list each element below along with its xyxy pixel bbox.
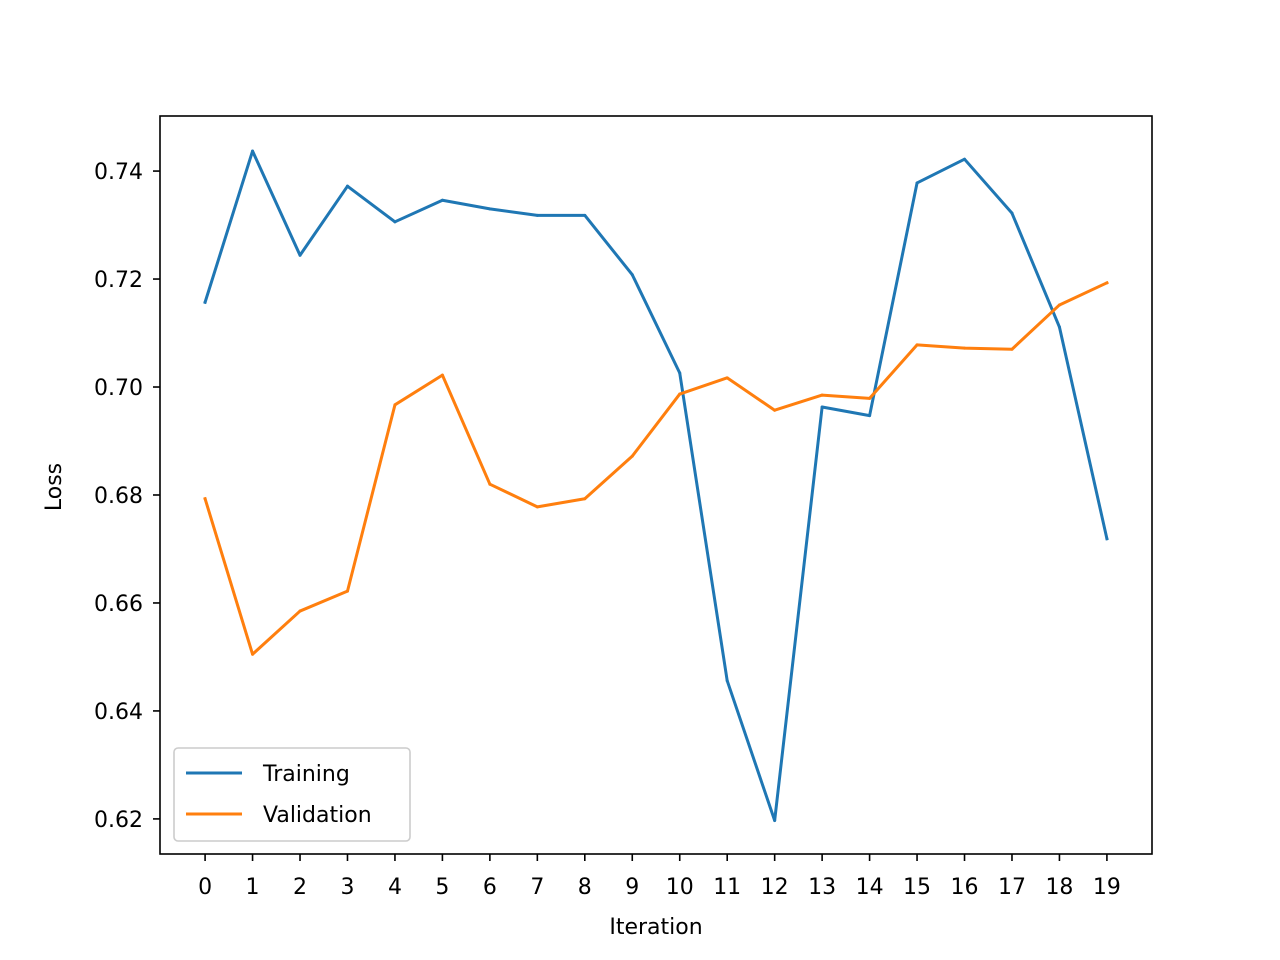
x-axis: 0 1 2 3 4 5 6 7 8 9 10 11 12 13 14 15 16 17 18 19 bbox=[198, 854, 1121, 900]
data-point-validation bbox=[963, 346, 967, 350]
data-point-training bbox=[251, 149, 255, 153]
data-point-validation bbox=[440, 373, 444, 377]
data-point-validation bbox=[1010, 347, 1014, 351]
x-tick-label: 14 bbox=[856, 875, 884, 900]
x-tick-label: 1 bbox=[246, 875, 260, 900]
data-point-training bbox=[583, 213, 587, 217]
data-point-validation bbox=[251, 652, 255, 656]
x-tick-label: 2 bbox=[293, 875, 307, 900]
data-point-training bbox=[678, 371, 682, 375]
x-tick-label: 18 bbox=[1045, 875, 1073, 900]
x-tick-label: 8 bbox=[578, 875, 592, 900]
data-point-training bbox=[725, 679, 729, 683]
data-point-training bbox=[868, 414, 872, 418]
data-point-validation bbox=[345, 589, 349, 593]
data-point-training bbox=[630, 273, 634, 277]
data-point-validation bbox=[583, 497, 587, 501]
x-tick-label: 4 bbox=[388, 875, 402, 900]
legend: Training Validation bbox=[173, 747, 411, 842]
data-point-validation bbox=[488, 482, 492, 486]
data-point-training bbox=[1105, 537, 1109, 541]
data-point-training bbox=[298, 253, 302, 257]
legend-label-validation: Validation bbox=[263, 803, 372, 828]
x-axis-title: Iteration bbox=[609, 915, 702, 940]
x-tick-label: 11 bbox=[713, 875, 741, 900]
x-tick-label: 3 bbox=[340, 875, 354, 900]
series-line-validation bbox=[203, 280, 1109, 656]
x-tick-label: 7 bbox=[530, 875, 544, 900]
data-point-validation bbox=[725, 376, 729, 380]
data-point-training bbox=[393, 220, 397, 224]
x-tick-label: 16 bbox=[951, 875, 979, 900]
x-tick-label: 9 bbox=[625, 875, 639, 900]
y-tick-label: 0.74 bbox=[94, 160, 143, 185]
data-point-training bbox=[963, 157, 967, 161]
y-tick-label: 0.72 bbox=[94, 268, 143, 293]
y-tick-label: 0.70 bbox=[94, 376, 143, 401]
x-tick-label: 12 bbox=[761, 875, 789, 900]
y-tick-label: 0.66 bbox=[94, 592, 143, 617]
y-tick-label: 0.62 bbox=[94, 808, 143, 833]
data-point-training bbox=[773, 819, 777, 823]
data-point-training bbox=[1010, 211, 1014, 215]
series-line-training bbox=[203, 149, 1109, 823]
data-point-validation bbox=[630, 454, 634, 458]
y-axis-title: Loss bbox=[42, 463, 67, 511]
data-point-training bbox=[203, 300, 207, 304]
data-point-validation bbox=[1105, 281, 1109, 285]
legend-label-training: Training bbox=[262, 762, 350, 787]
data-point-validation bbox=[868, 396, 872, 400]
data-point-training bbox=[345, 184, 349, 188]
data-point-training bbox=[820, 405, 824, 409]
y-axis: 0.62 0.64 0.66 0.68 0.70 0.72 0.74 bbox=[94, 160, 160, 833]
data-point-validation bbox=[203, 497, 207, 501]
data-point-validation bbox=[773, 408, 777, 412]
data-point-validation bbox=[915, 343, 919, 347]
y-tick-label: 0.64 bbox=[94, 700, 143, 725]
data-point-validation bbox=[535, 505, 539, 509]
x-tick-label: 10 bbox=[666, 875, 694, 900]
x-tick-label: 0 bbox=[198, 875, 212, 900]
x-tick-label: 15 bbox=[903, 875, 931, 900]
x-tick-label: 17 bbox=[998, 875, 1026, 900]
data-point-training bbox=[915, 181, 919, 185]
data-point-training bbox=[440, 198, 444, 202]
data-point-validation bbox=[1057, 303, 1061, 307]
data-point-validation bbox=[678, 392, 682, 396]
data-point-training bbox=[488, 207, 492, 211]
data-point-training bbox=[535, 213, 539, 217]
x-tick-label: 13 bbox=[808, 875, 836, 900]
data-point-validation bbox=[298, 609, 302, 613]
data-point-validation bbox=[393, 403, 397, 407]
y-tick-label: 0.68 bbox=[94, 484, 143, 509]
plot-series bbox=[203, 149, 1109, 823]
data-point-validation bbox=[820, 393, 824, 397]
x-tick-label: 6 bbox=[483, 875, 497, 900]
x-tick-label: 19 bbox=[1093, 875, 1121, 900]
data-point-training bbox=[1057, 325, 1061, 329]
legend-box bbox=[173, 747, 411, 842]
plot-frame bbox=[159, 115, 1153, 855]
x-tick-label: 5 bbox=[435, 875, 449, 900]
